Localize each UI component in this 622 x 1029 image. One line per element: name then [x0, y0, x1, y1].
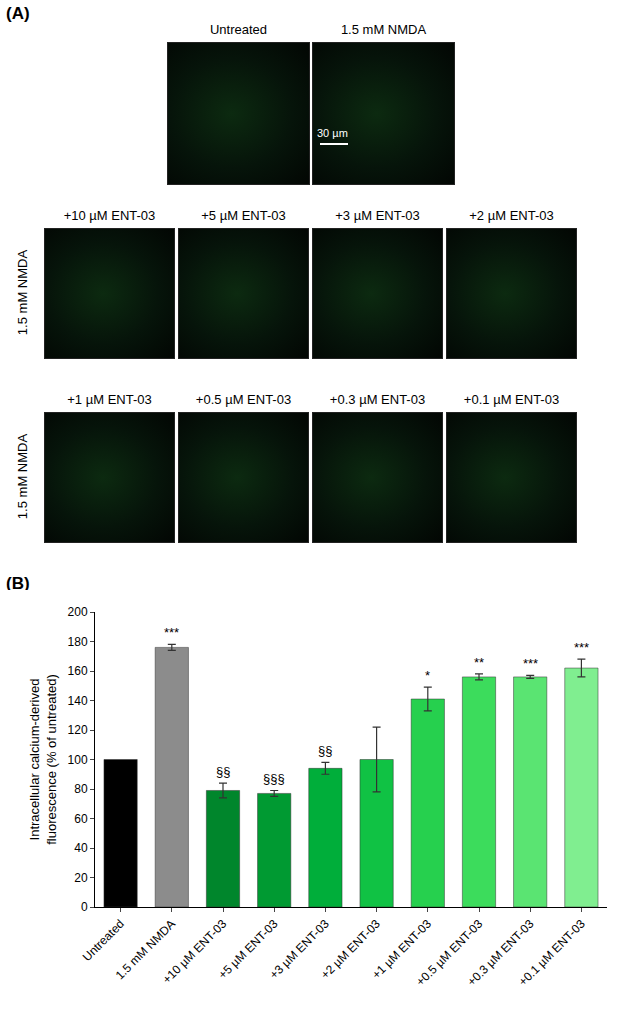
svg-text:20: 20: [74, 871, 88, 885]
svg-text:120: 120: [68, 723, 88, 737]
html-text:+5 µM ENT-03: +5 µM ENT-03: [201, 208, 286, 223]
svg-text:+0.1 µM ENT-03: +0.1 µM ENT-03: [516, 917, 588, 989]
svg-text:80: 80: [74, 782, 88, 796]
svg-text:0: 0: [81, 900, 88, 914]
svg-text:160: 160: [68, 664, 88, 678]
svg-text:Untreated: Untreated: [80, 917, 127, 964]
svg-text:***: ***: [523, 656, 538, 671]
svg-text:*: *: [425, 668, 430, 683]
svg-text:180: 180: [68, 635, 88, 649]
html-text:+10 µM ENT-03: +10 µM ENT-03: [63, 208, 156, 223]
html-text:(B): (B): [6, 574, 30, 593]
html-text:(A): (A): [6, 4, 30, 23]
svg-text:40: 40: [74, 841, 88, 855]
svg-text:**: **: [474, 655, 484, 670]
svg-text:60: 60: [74, 812, 88, 826]
html-text:1.5 mM NMDA: 1.5 mM NMDA: [340, 22, 427, 37]
svg-text:+0.5 µM ENT-03: +0.5 µM ENT-03: [413, 917, 485, 989]
html-text:+0.3 µM ENT-03: +0.3 µM ENT-03: [329, 392, 426, 407]
svg-text:***: ***: [164, 625, 179, 640]
html-text:+2 µM ENT-03: +2 µM ENT-03: [469, 208, 554, 223]
html-text:+0.1 µM ENT-03: +0.1 µM ENT-03: [463, 392, 560, 407]
html-text:1.5 mM NMDA: 1.5 mM NMDA: [14, 433, 30, 519]
html-text:30 µm: 30 µm: [317, 127, 348, 139]
svg-text:+0.3 µM ENT-03: +0.3 µM ENT-03: [464, 917, 536, 989]
html-text:1.5 mM NMDA: 1.5 mM NMDA: [14, 249, 30, 335]
svg-text:200: 200: [68, 605, 88, 619]
html-text:Untreated: Untreated: [210, 22, 267, 37]
svg-text:§§§: §§§: [263, 771, 285, 786]
svg-text:140: 140: [68, 694, 88, 708]
svg-text:Intracellular calcium-derivedf: Intracellular calcium-derivedfluorescenc…: [27, 674, 59, 845]
html-text:+1 µM ENT-03: +1 µM ENT-03: [67, 392, 152, 407]
svg-text:+5 µM ENT-03: +5 µM ENT-03: [216, 917, 281, 982]
svg-text:***: ***: [574, 640, 589, 655]
svg-text:+1 µM ENT-03: +1 µM ENT-03: [369, 917, 434, 982]
svg-text:1.5 mM NMDA: 1.5 mM NMDA: [113, 917, 179, 983]
svg-text:§§: §§: [318, 743, 332, 758]
svg-text:100: 100: [68, 753, 88, 767]
html-text:+0.5 µM ENT-03: +0.5 µM ENT-03: [195, 392, 292, 407]
svg-text:+2 µM ENT-03: +2 µM ENT-03: [318, 917, 383, 982]
svg-text:§§: §§: [216, 764, 230, 779]
svg-text:+10 µM ENT-03: +10 µM ENT-03: [160, 917, 230, 987]
html-text:+3 µM ENT-03: +3 µM ENT-03: [335, 208, 420, 223]
svg-text:+3 µM ENT-03: +3 µM ENT-03: [267, 917, 332, 982]
